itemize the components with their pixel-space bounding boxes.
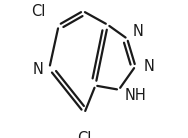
- Text: N: N: [133, 24, 143, 39]
- Text: Cl: Cl: [31, 4, 45, 18]
- Text: N: N: [144, 59, 155, 74]
- Text: NH: NH: [124, 88, 146, 103]
- Text: N: N: [33, 62, 44, 76]
- Text: Cl: Cl: [77, 131, 92, 138]
